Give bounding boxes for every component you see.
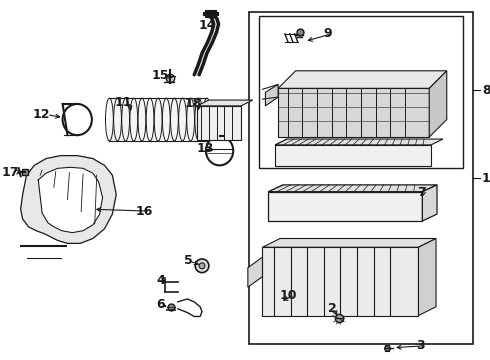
Polygon shape <box>266 85 278 106</box>
Polygon shape <box>197 106 241 140</box>
Polygon shape <box>197 100 253 106</box>
Polygon shape <box>429 71 447 137</box>
Polygon shape <box>263 239 436 247</box>
Polygon shape <box>278 88 429 137</box>
Text: 14: 14 <box>198 19 216 32</box>
Text: 1: 1 <box>482 172 490 185</box>
Polygon shape <box>422 185 437 221</box>
Bar <box>109 98 207 141</box>
Polygon shape <box>21 156 116 243</box>
Bar <box>249 12 473 344</box>
Text: 6: 6 <box>156 298 165 311</box>
Polygon shape <box>278 71 447 88</box>
Text: 8: 8 <box>482 84 490 97</box>
Polygon shape <box>38 167 102 233</box>
Text: 9: 9 <box>323 27 332 40</box>
Polygon shape <box>263 247 418 315</box>
Text: 16: 16 <box>136 205 153 218</box>
Text: 17: 17 <box>1 166 19 179</box>
Text: 12: 12 <box>32 108 50 121</box>
Polygon shape <box>248 257 263 287</box>
Text: 2: 2 <box>328 302 337 315</box>
Polygon shape <box>418 239 436 315</box>
Text: 4: 4 <box>156 274 165 287</box>
Text: 10: 10 <box>280 289 297 302</box>
Ellipse shape <box>199 263 205 269</box>
Ellipse shape <box>195 259 209 273</box>
Text: 18: 18 <box>185 98 202 111</box>
Polygon shape <box>269 185 437 192</box>
Text: 5: 5 <box>184 255 192 267</box>
Polygon shape <box>275 139 443 145</box>
Text: 13: 13 <box>196 142 214 155</box>
Text: 7: 7 <box>417 186 426 199</box>
Bar <box>259 16 464 168</box>
Polygon shape <box>275 145 431 166</box>
Polygon shape <box>269 192 422 221</box>
Text: 15: 15 <box>151 69 169 82</box>
Text: 3: 3 <box>416 339 425 352</box>
Text: 11: 11 <box>114 95 132 108</box>
